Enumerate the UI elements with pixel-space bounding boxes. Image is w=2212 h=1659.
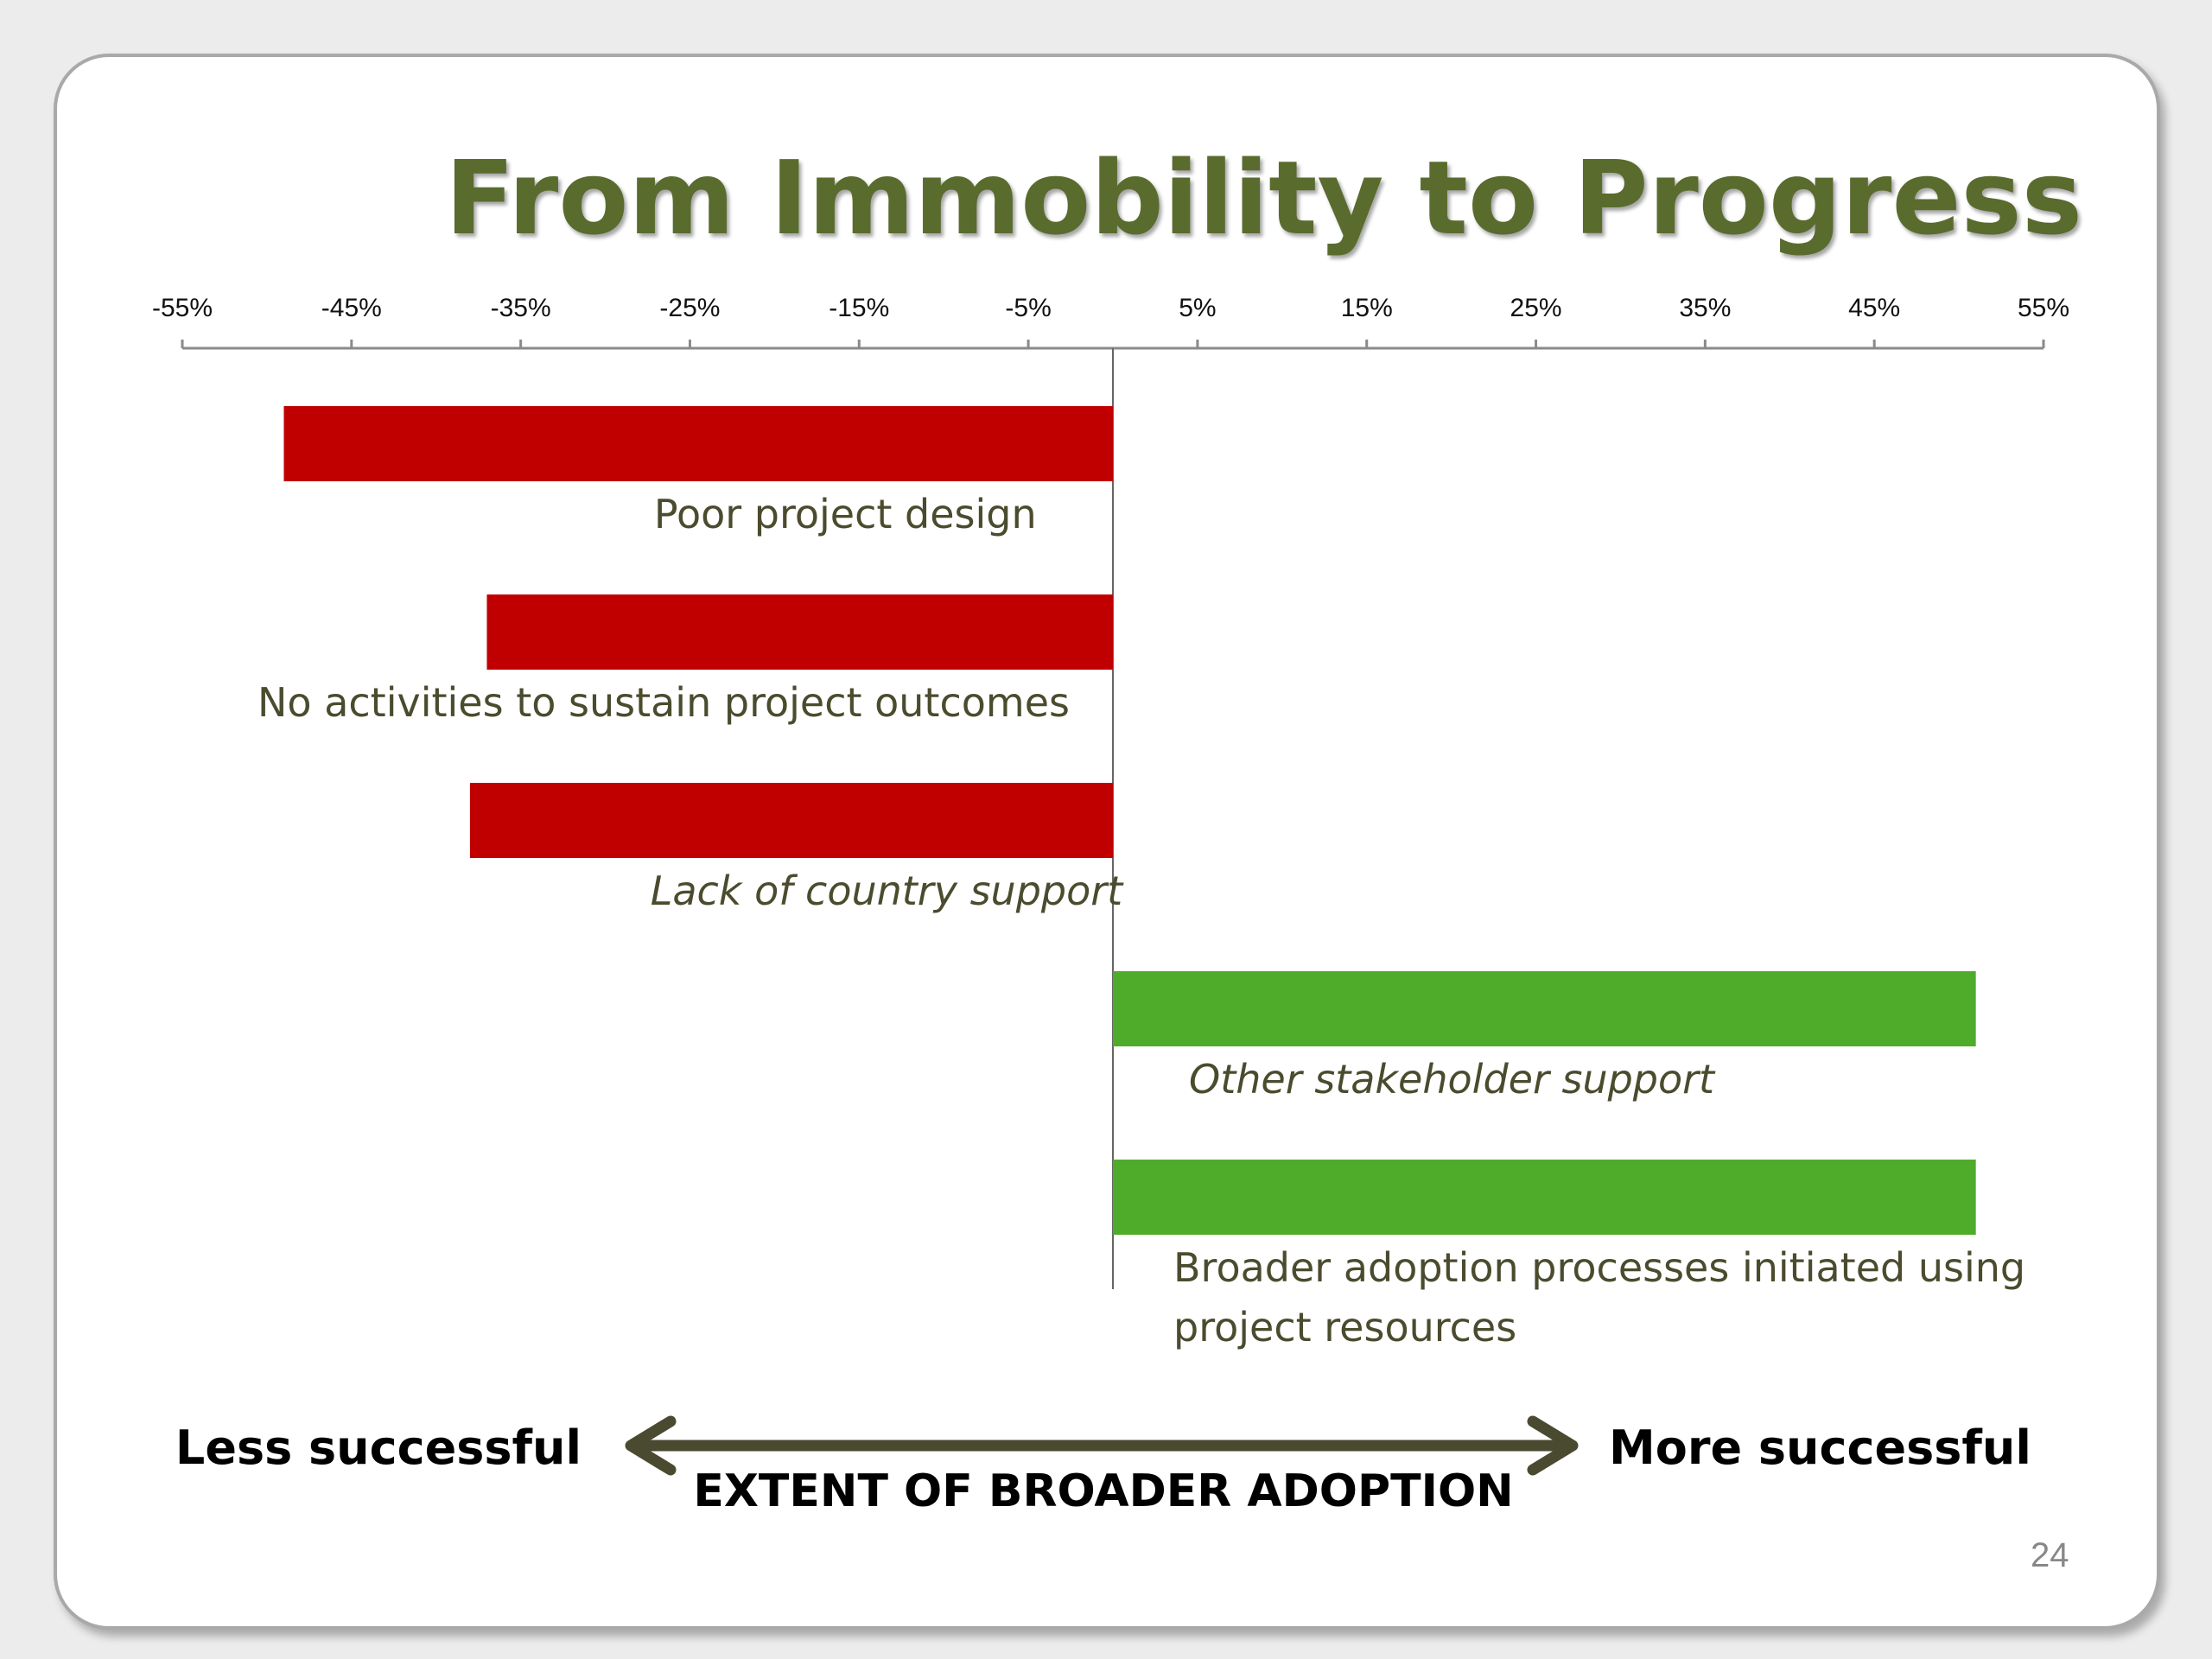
x-axis: -55% -45% -35% -25% -15% -5% 5% 15% 25% 35% 45% 55%	[152, 294, 2069, 1289]
x-tick-label: -5%	[1005, 294, 1051, 322]
bars	[283, 406, 1976, 1235]
bar	[486, 594, 1113, 670]
bar-label: project resources	[1173, 1304, 1516, 1351]
bar-label: Other stakeholder support	[1189, 1056, 1716, 1103]
x-tick-label: 5%	[1179, 294, 1216, 322]
adoption-scale: Less successful More successful EXTENT O…	[175, 1415, 2031, 1517]
x-tick-label: -25%	[659, 294, 720, 322]
slide-title: From Immobility to Progress	[445, 138, 2082, 257]
x-tick-label: -15%	[829, 294, 889, 322]
bar	[1113, 1160, 1976, 1235]
page-number: 24	[2031, 1536, 2069, 1574]
x-tick-label: -45%	[321, 294, 382, 322]
bar-label: No activities to sustain project outcome…	[257, 679, 1070, 726]
less-successful-label: Less successful	[175, 1421, 582, 1475]
x-tick-label: -35%	[491, 294, 551, 322]
x-tick-label: 25%	[1510, 294, 1562, 322]
x-tick-label: 55%	[2018, 294, 2069, 322]
bar	[283, 406, 1113, 481]
bar-label: Lack of country support	[651, 868, 1124, 914]
bar-label: Broader adoption processes initiated usi…	[1173, 1244, 2025, 1291]
bar	[469, 783, 1113, 858]
x-axis-title: EXTENT OF BROADER ADOPTION	[693, 1465, 1513, 1517]
x-tick-label: 15%	[1341, 294, 1393, 322]
more-successful-label: More successful	[1609, 1421, 2031, 1475]
x-tick-label: 45%	[1848, 294, 1900, 322]
bar-label: Poor project design	[654, 491, 1037, 537]
bar-labels: Poor project design No activities to sust…	[257, 491, 2025, 1351]
bar	[1113, 971, 1976, 1046]
x-tick-label: -55%	[152, 294, 213, 322]
x-tick-label: 35%	[1679, 294, 1731, 322]
double-arrow-icon	[625, 1415, 1579, 1476]
